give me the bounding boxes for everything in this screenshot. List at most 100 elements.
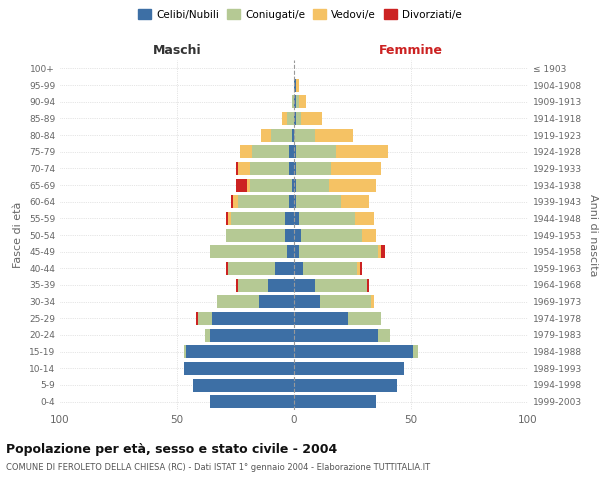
- Bar: [198, 312, 212, 325]
- Bar: [294, 128, 315, 141]
- Bar: [229, 212, 231, 225]
- Bar: [294, 212, 299, 225]
- Bar: [378, 245, 380, 258]
- Bar: [362, 228, 376, 241]
- Bar: [336, 145, 388, 158]
- Bar: [294, 162, 296, 175]
- Bar: [294, 262, 304, 275]
- Bar: [233, 195, 238, 208]
- Bar: [252, 145, 289, 158]
- Bar: [229, 262, 275, 275]
- Text: Popolazione per età, sesso e stato civile - 2004: Popolazione per età, sesso e stato civil…: [6, 442, 337, 456]
- Bar: [294, 195, 296, 208]
- Bar: [355, 212, 374, 225]
- Bar: [261, 128, 271, 141]
- Bar: [250, 162, 289, 175]
- Bar: [357, 262, 359, 275]
- Bar: [292, 95, 294, 108]
- Bar: [205, 328, 210, 342]
- Bar: [289, 162, 294, 175]
- Bar: [294, 228, 301, 241]
- Bar: [193, 378, 294, 392]
- Bar: [275, 262, 294, 275]
- Bar: [294, 245, 299, 258]
- Bar: [315, 278, 367, 291]
- Bar: [226, 262, 229, 275]
- Bar: [294, 378, 397, 392]
- Bar: [210, 395, 294, 408]
- Bar: [296, 195, 341, 208]
- Bar: [294, 312, 348, 325]
- Bar: [240, 145, 252, 158]
- Bar: [299, 245, 378, 258]
- Bar: [187, 345, 294, 358]
- Bar: [296, 78, 299, 92]
- Bar: [235, 178, 247, 192]
- Bar: [196, 312, 198, 325]
- Bar: [296, 95, 299, 108]
- Bar: [301, 112, 322, 125]
- Text: Maschi: Maschi: [152, 44, 202, 58]
- Bar: [378, 328, 390, 342]
- Text: Femmine: Femmine: [379, 44, 443, 58]
- Bar: [380, 245, 385, 258]
- Bar: [271, 128, 292, 141]
- Bar: [292, 128, 294, 141]
- Bar: [367, 278, 369, 291]
- Legend: Celibi/Nubili, Coniugati/e, Vedovi/e, Divorziati/e: Celibi/Nubili, Coniugati/e, Vedovi/e, Di…: [134, 5, 466, 24]
- Bar: [289, 195, 294, 208]
- Bar: [294, 78, 296, 92]
- Bar: [247, 178, 250, 192]
- Bar: [289, 145, 294, 158]
- Bar: [294, 295, 320, 308]
- Bar: [287, 245, 294, 258]
- Bar: [371, 295, 374, 308]
- Bar: [210, 328, 294, 342]
- Bar: [238, 278, 268, 291]
- Bar: [341, 195, 369, 208]
- Bar: [294, 278, 315, 291]
- Bar: [284, 228, 294, 241]
- Bar: [296, 145, 336, 158]
- Bar: [294, 395, 376, 408]
- Bar: [329, 178, 376, 192]
- Bar: [294, 178, 296, 192]
- Bar: [359, 262, 362, 275]
- Bar: [296, 112, 301, 125]
- Bar: [294, 145, 296, 158]
- Bar: [301, 228, 362, 241]
- Bar: [294, 95, 296, 108]
- Bar: [235, 162, 238, 175]
- Bar: [238, 162, 250, 175]
- Bar: [268, 278, 294, 291]
- Bar: [296, 162, 331, 175]
- Bar: [413, 345, 418, 358]
- Bar: [315, 128, 353, 141]
- Bar: [292, 178, 294, 192]
- Bar: [299, 95, 306, 108]
- Bar: [304, 262, 357, 275]
- Bar: [320, 295, 371, 308]
- Bar: [284, 212, 294, 225]
- Bar: [331, 162, 380, 175]
- Bar: [217, 295, 259, 308]
- Bar: [287, 112, 294, 125]
- Y-axis label: Fasce di età: Fasce di età: [13, 202, 23, 268]
- Bar: [231, 212, 284, 225]
- Bar: [296, 178, 329, 192]
- Bar: [259, 295, 294, 308]
- Y-axis label: Anni di nascita: Anni di nascita: [587, 194, 598, 276]
- Bar: [226, 212, 229, 225]
- Bar: [184, 345, 187, 358]
- Bar: [210, 245, 287, 258]
- Bar: [294, 328, 378, 342]
- Bar: [226, 228, 284, 241]
- Bar: [235, 278, 238, 291]
- Bar: [212, 312, 294, 325]
- Bar: [299, 212, 355, 225]
- Bar: [283, 112, 287, 125]
- Bar: [184, 362, 294, 375]
- Bar: [250, 178, 292, 192]
- Bar: [348, 312, 380, 325]
- Bar: [294, 345, 413, 358]
